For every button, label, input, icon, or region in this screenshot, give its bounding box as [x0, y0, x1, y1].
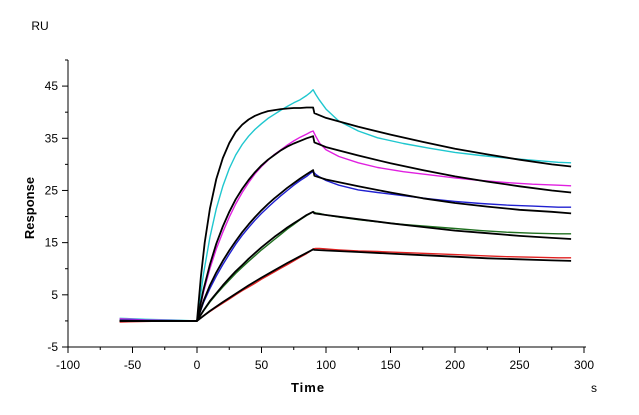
x-axis-title: Time — [291, 380, 325, 395]
y-unit-label: RU — [31, 19, 48, 33]
fit-curve-10 — [119, 248, 572, 322]
x-unit-label: s — [591, 381, 597, 395]
x-tick-label: -100 — [56, 358, 80, 372]
y-tick-label: 35 — [45, 131, 59, 145]
x-tick-label: -50 — [124, 358, 142, 372]
x-tick-label: 0 — [194, 358, 201, 372]
fit-curve-8 — [119, 169, 572, 322]
x-tick-label: 200 — [445, 358, 465, 372]
response-curve-1 — [119, 88, 572, 322]
response-curve-4 — [119, 211, 572, 322]
y-ticks: -5 5 15 25 35 45 — [45, 59, 68, 354]
axes: -5 5 15 25 35 45 -100 -50 0 50 100 150 200 250 300 — [45, 59, 594, 372]
fit-curve-6 — [119, 106, 572, 322]
fit-curve-7 — [119, 135, 572, 322]
y-tick-label: 15 — [45, 236, 59, 250]
x-tick-label: 100 — [316, 358, 336, 372]
x-tick-label: 300 — [574, 358, 594, 372]
y-tick-label: -5 — [47, 340, 58, 354]
x-tick-label: 250 — [509, 358, 529, 372]
x-tick-label: 150 — [380, 358, 400, 372]
response-curve-2 — [119, 130, 572, 322]
x-tick-label: 50 — [255, 358, 269, 372]
y-axis-title: Response — [22, 177, 37, 239]
y-tick-label: 5 — [51, 288, 58, 302]
response-curve-3 — [119, 170, 572, 322]
y-tick-label: 25 — [45, 183, 59, 197]
x-ticks: -100 -50 0 50 100 150 200 250 300 — [56, 347, 594, 372]
fit-curve-9 — [119, 210, 572, 322]
plot-lines — [119, 88, 572, 323]
y-tick-label: 45 — [45, 79, 59, 93]
